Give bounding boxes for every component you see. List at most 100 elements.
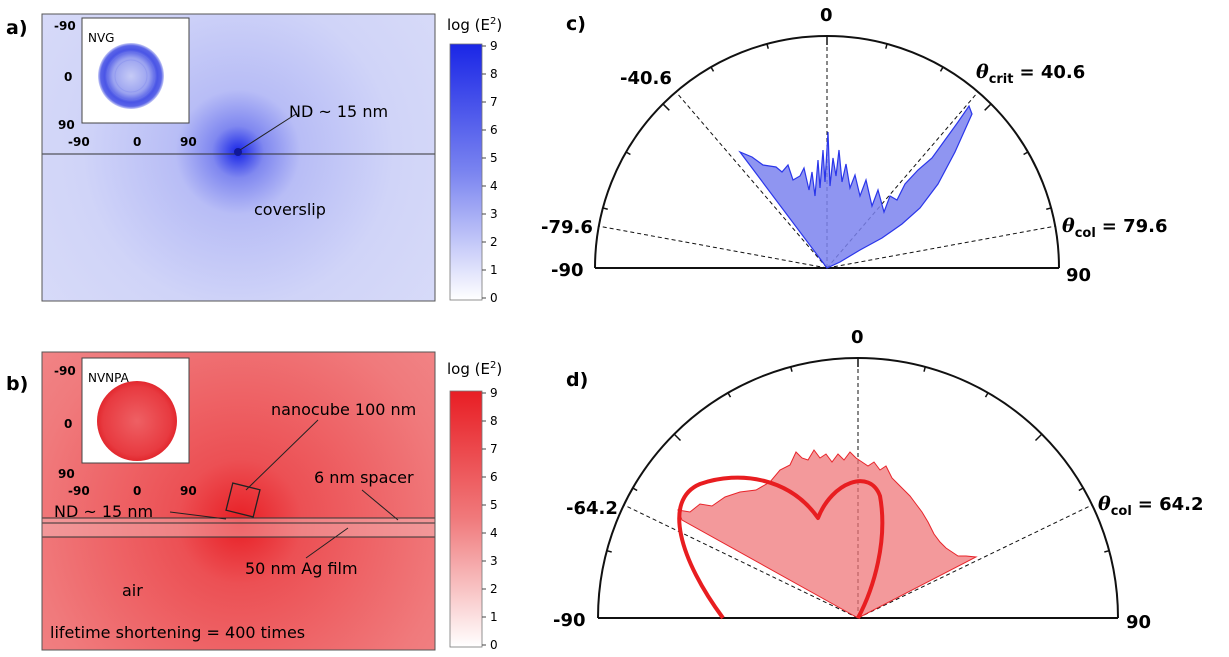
polar-tick	[1104, 549, 1110, 553]
panel-b-inset-pattern	[97, 381, 177, 461]
panel-b-inset-xtick: 0	[133, 484, 141, 498]
panel-a-inset-xtick: 90	[180, 135, 197, 149]
colorbar-tick-label: 7	[490, 95, 498, 109]
panel-d-ticks	[598, 358, 1118, 619]
panel-b-inset-ytick: -90	[54, 364, 76, 378]
polar-tick	[625, 151, 631, 156]
panel-b-colorbar	[449, 390, 483, 648]
colorbar-tick-label: 3	[490, 554, 498, 568]
panel-c-col-left-label: -79.6	[541, 217, 593, 238]
panel-c-label: c)	[566, 13, 586, 35]
panel-d-col-line-left	[623, 504, 859, 619]
panel-d-label: d)	[566, 369, 588, 391]
panel-a-nd-pointer	[239, 113, 297, 151]
polar-tick	[602, 207, 608, 210]
panel-b-label: b)	[6, 373, 28, 395]
polar-tick	[1078, 487, 1084, 492]
colorbar-tick-label: 2	[490, 582, 498, 596]
panel-c-emission-pattern	[738, 104, 973, 269]
panel-c-crit-line-left	[675, 91, 828, 269]
colorbar-tick-label: 9	[490, 386, 498, 400]
panel-d-end-right-label: 90	[1126, 612, 1151, 633]
panel-b-nanocube-pointer	[245, 419, 319, 491]
panel-d-end-left-label: -90	[553, 610, 586, 631]
colorbar-tick-label: 6	[490, 470, 498, 484]
panel-a-colorbar	[449, 43, 483, 301]
polar-tick	[1023, 151, 1029, 156]
panel-a-inset-pattern	[98, 43, 164, 109]
panel-b-colorbar-ticks: 9 8 7 6 5 4 3 2 1 0	[482, 386, 498, 652]
panel-b-spacer-pointer	[361, 489, 399, 521]
panel-d: d) 0 -64.2 -90 90 θcol = 64.2	[553, 327, 1204, 633]
panel-c-end-right-label: 90	[1066, 265, 1091, 286]
polar-tick	[885, 43, 888, 49]
panel-b-spacer-label: 6 nm spacer	[314, 468, 414, 487]
polar-tick	[727, 392, 732, 398]
panel-c: c) 0 -40.6 -79.6 -90 90 θcrit = 40.6 θcol…	[541, 5, 1168, 286]
polar-tick	[939, 66, 944, 72]
panel-c-theta-crit-label: θcrit = 40.6	[976, 61, 1085, 87]
panel-a-nd-label: ND ~ 15 nm	[289, 102, 388, 121]
polar-tick	[766, 43, 769, 49]
colorbar-tick-label: 8	[490, 414, 498, 428]
colorbar-tick-label: 5	[490, 151, 498, 165]
panel-a-inset-xtick: -90	[68, 135, 90, 149]
polar-tick	[632, 487, 638, 492]
panel-a-inset-label: NVG	[88, 31, 114, 45]
panel-b-inset-ytick: 90	[58, 467, 75, 481]
panel-b-film-pointer	[305, 527, 349, 559]
panel-c-col-line-right	[826, 225, 1057, 269]
colorbar-tick-label: 3	[490, 207, 498, 221]
polar-tick	[1034, 433, 1043, 442]
panel-c-zero-label: 0	[820, 5, 833, 26]
panel-c-col-line-left	[597, 225, 828, 269]
panel-b-air-label: air	[122, 581, 143, 600]
colorbar-tick-label: 7	[490, 442, 498, 456]
panel-d-zero-label: 0	[851, 327, 864, 348]
panel-a-label: a)	[6, 17, 28, 39]
panel-a-inset-ytick: 0	[64, 70, 72, 84]
colorbar-tick-label: 1	[490, 263, 498, 277]
panel-a-inset-ytick: 90	[58, 118, 75, 132]
panel-c-crit-left-label: -40.6	[620, 68, 672, 89]
panel-a-inset-xtick: 0	[133, 135, 141, 149]
panel-b-inset-label: NVNPA	[88, 371, 130, 385]
colorbar-tick-label: 6	[490, 123, 498, 137]
panel-b-colorbar-title: log (E2)	[447, 360, 502, 378]
panel-d-dipole-curve	[677, 475, 885, 620]
panel-d-col-line-right	[857, 504, 1093, 619]
panel-c-end-left-label: -90	[551, 260, 584, 281]
polar-tick	[984, 392, 989, 398]
colorbar-tick-label: 4	[490, 526, 498, 540]
polar-tick	[1046, 207, 1052, 210]
panel-b-nd-label: ND ~ 15 nm	[54, 502, 153, 521]
polar-tick	[923, 366, 927, 372]
panel-b-lifetime-label: lifetime shortening = 400 times	[50, 623, 305, 642]
colorbar-tick-label: 9	[490, 39, 498, 53]
panel-b: b) nanocube 100 nm 6 nm spacer ND ~ 15 n…	[6, 351, 502, 652]
polar-tick	[662, 103, 670, 111]
panel-a-coverslip-label: coverslip	[254, 200, 326, 219]
panel-b-inset-xtick: -90	[68, 484, 90, 498]
panel-c-ticks	[595, 36, 1059, 269]
polar-tick	[789, 366, 793, 372]
panel-d-col-left-label: -64.2	[566, 498, 618, 519]
colorbar-tick-label: 8	[490, 67, 498, 81]
panel-a-colorbar-title: log (E2)	[447, 16, 502, 34]
panel-b-film-label: 50 nm Ag film	[245, 559, 358, 578]
colorbar-tick-label: 0	[490, 291, 498, 305]
colorbar-tick-label: 2	[490, 235, 498, 249]
polar-tick	[606, 549, 612, 553]
panel-b-inset-xtick: 90	[180, 484, 197, 498]
polar-tick	[710, 66, 715, 72]
panel-a-colorbar-ticks: 9 8 7 6 5 4 3 2 1 0	[482, 39, 498, 305]
panel-b-nanocube	[225, 482, 261, 518]
panel-d-emission-pattern	[677, 449, 978, 619]
panel-b-nanocube-label: nanocube 100 nm	[271, 400, 416, 419]
panel-a: a) ND ~ 15 nm coverslip NVG -90 0 90 -90…	[6, 13, 502, 305]
colorbar-tick-label: 4	[490, 179, 498, 193]
colorbar-tick-label: 5	[490, 498, 498, 512]
polar-tick	[984, 103, 992, 111]
panel-d-theta-col-label: θcol = 64.2	[1098, 493, 1204, 519]
